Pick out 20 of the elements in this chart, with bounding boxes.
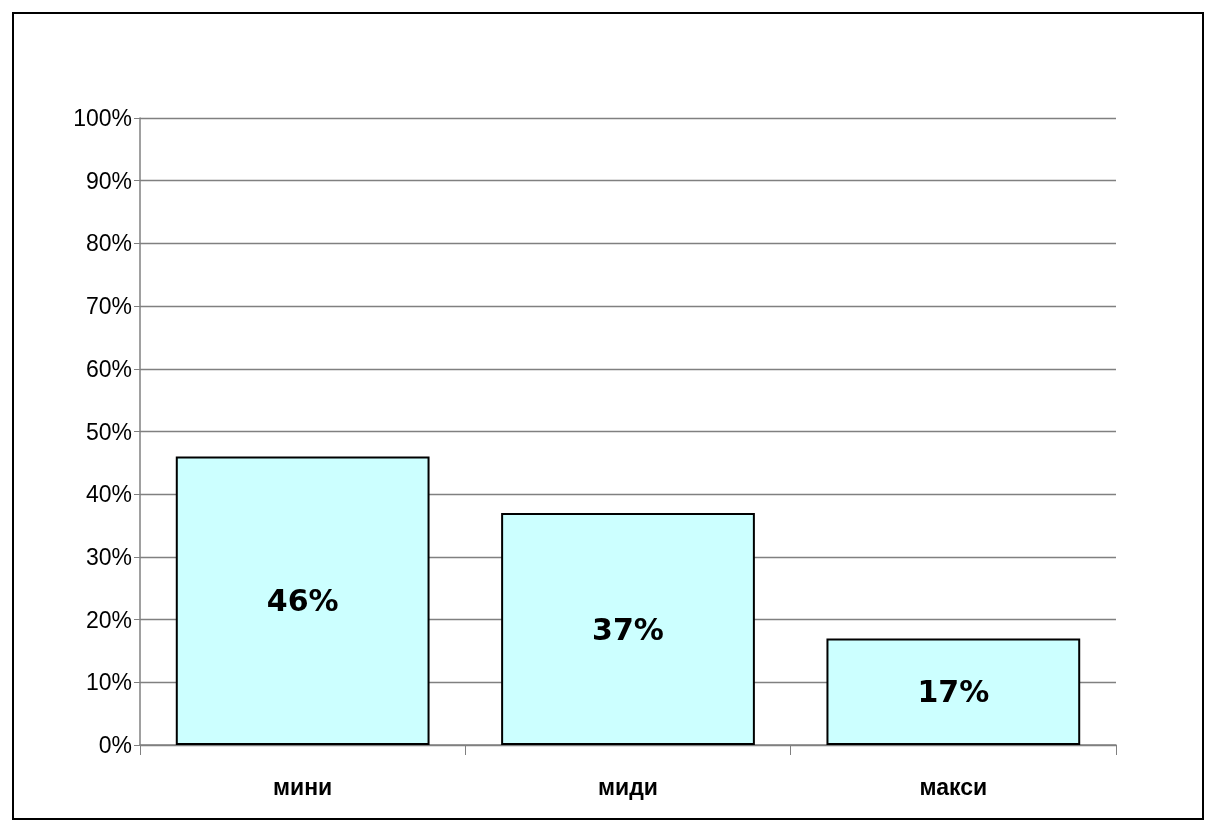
bar	[175, 456, 430, 745]
data-label: 37%	[592, 611, 664, 647]
x-tick-label: миди	[598, 773, 658, 800]
y-tick-label: 50%	[85, 418, 132, 445]
y-tick-label: 10%	[85, 669, 132, 696]
y-tick-label: 70%	[85, 293, 132, 320]
y-tick-label: 20%	[85, 606, 132, 633]
x-tick-label: макси	[919, 773, 988, 800]
bar	[501, 513, 755, 745]
x-tick-label: мини	[273, 773, 333, 800]
y-tick-label: 40%	[85, 481, 132, 508]
y-tick-label: 0%	[98, 732, 132, 758]
y-tick-label: 90%	[85, 167, 132, 194]
y-tick-label: 30%	[85, 543, 132, 570]
y-tick-label: 100%	[73, 105, 132, 131]
data-label: 46%	[266, 583, 339, 619]
data-label: 17%	[917, 674, 990, 710]
y-tick-label: 60%	[85, 355, 132, 382]
bar	[826, 638, 1081, 745]
y-tick-label: 80%	[85, 230, 132, 257]
